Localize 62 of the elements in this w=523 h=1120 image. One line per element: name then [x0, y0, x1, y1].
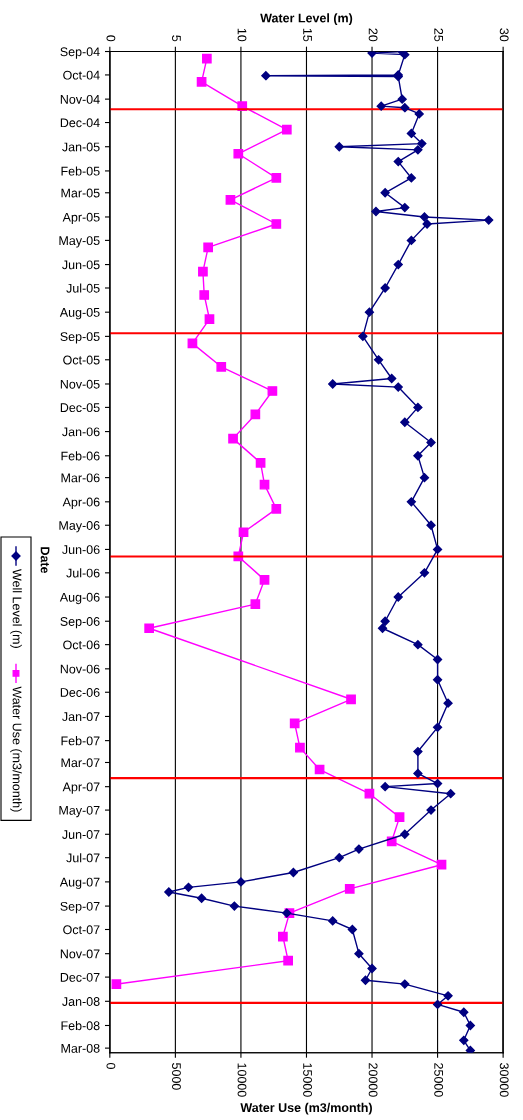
- y-tick-label: Nov-05: [60, 379, 100, 389]
- y-tick-label: Jan-07: [62, 712, 100, 722]
- x2-tick-label: 0: [106, 35, 116, 42]
- x-tick-label: 5000: [172, 1063, 181, 1090]
- legend-label: Well Level (m): [10, 569, 22, 648]
- y-tick-label: Feb-07: [61, 736, 100, 746]
- y-tick-label: Nov-07: [60, 949, 100, 959]
- y-tick-label: Feb-06: [61, 451, 100, 461]
- y-tick-label: Oct-06: [63, 640, 100, 650]
- y-tick-label: Jun-06: [62, 545, 100, 555]
- y-tick-label: Dec-07: [60, 972, 100, 982]
- x-tick-label: 20000: [368, 1063, 378, 1097]
- y-tick-label: Oct-07: [63, 925, 100, 935]
- x-tick-label: 30000: [499, 1063, 509, 1097]
- y-tick-label: Apr-06: [62, 497, 100, 509]
- y-tick-label: Aug-06: [59, 592, 100, 605]
- x-tick-label: 25000: [434, 1063, 444, 1097]
- y-tick-label: Jul-07: [66, 853, 100, 863]
- y-tick-label: Nov-04: [60, 94, 100, 104]
- x-tick-label: 0: [106, 1063, 116, 1069]
- y-tick-label: May-05: [59, 236, 100, 248]
- x2-tick-label: 25: [434, 28, 444, 42]
- y-tick-label: Dec-06: [60, 688, 100, 697]
- y-tick-label: Mar-06: [61, 473, 100, 483]
- y-tick-label: Jul-06: [66, 568, 100, 578]
- y-tick-label: Jul-05: [66, 283, 100, 293]
- y-tick-label: May-06: [59, 521, 100, 533]
- y-tick-label: Sep-04: [60, 47, 100, 59]
- y-tick-label: Oct-04: [63, 70, 100, 80]
- y-tick-label: Feb-05: [61, 166, 100, 176]
- x-tick-label: 10000: [237, 1063, 247, 1097]
- y-tick-label: Apr-05: [62, 212, 100, 225]
- y-tick-label: Jun-07: [62, 830, 100, 839]
- y-tick-label: Jan-06: [62, 427, 100, 437]
- x2-tick-label: 20: [368, 28, 378, 42]
- y-tick-label: Aug-05: [59, 307, 100, 320]
- y-tick-label: May-07: [59, 805, 100, 818]
- x2-axis-title: Water Level (m): [260, 13, 353, 25]
- y-tick-label: Mar-05: [61, 188, 100, 198]
- x2-tick-label: 30: [499, 28, 509, 42]
- y-tick-label: Jan-08: [62, 997, 100, 1006]
- y-tick-label: Mar-08: [61, 1043, 100, 1053]
- y-axis-title: Date: [40, 547, 50, 574]
- x-axis-title: Water Use (m3/month): [240, 1102, 372, 1115]
- y-tick-label: Oct-05: [63, 355, 100, 365]
- y-tick-label: Apr-07: [62, 782, 100, 794]
- x2-tick-label: 5: [172, 35, 181, 42]
- x2-tick-label: 10: [237, 28, 247, 42]
- y-tick-label: Feb-08: [61, 1020, 100, 1031]
- legend-label: Water Use (m3/month): [10, 686, 22, 812]
- y-tick-label: Dec-05: [60, 403, 100, 413]
- y-tick-label: Nov-06: [60, 664, 100, 674]
- y-tick-label: Aug-07: [59, 877, 100, 890]
- x2-tick-label: 15: [303, 28, 312, 42]
- y-tick-label: Sep-05: [60, 332, 100, 344]
- y-tick-label: Jun-05: [62, 260, 100, 270]
- y-tick-label: Sep-07: [60, 901, 100, 914]
- y-tick-label: Mar-07: [61, 758, 100, 768]
- y-tick-label: Jan-05: [62, 142, 100, 152]
- y-tick-label: Sep-06: [60, 617, 100, 629]
- y-tick-label: Dec-04: [60, 118, 100, 128]
- x-tick-label: 15000: [303, 1063, 312, 1097]
